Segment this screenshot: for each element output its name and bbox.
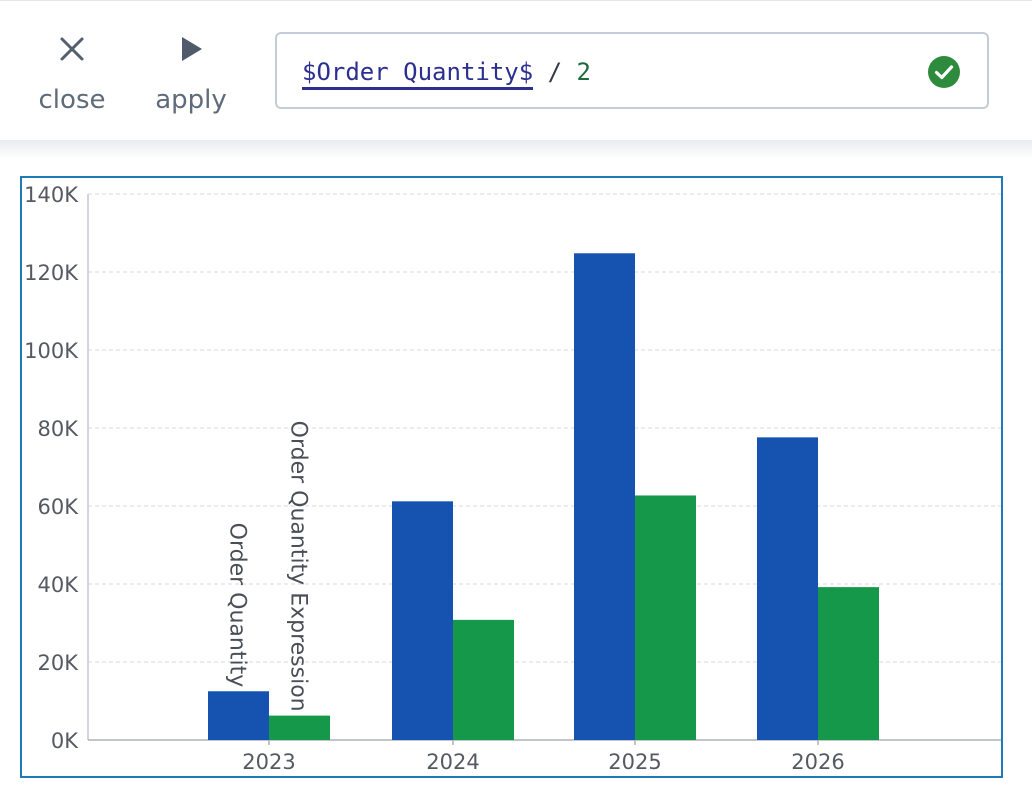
play-icon bbox=[178, 31, 204, 67]
toolbar: close apply $Order Quantity$ / 2 bbox=[0, 0, 1032, 141]
toolbar-shadow bbox=[0, 140, 1032, 160]
y-tick-label: 80K bbox=[38, 417, 80, 441]
bar-2025-series-2 bbox=[635, 495, 696, 740]
bar-2023-series-2 bbox=[269, 715, 330, 740]
x-tick-label: 2026 bbox=[791, 750, 844, 774]
expression-text: $Order Quantity$ / 2 bbox=[302, 57, 591, 90]
apply-label: apply bbox=[155, 85, 227, 115]
chart-frame: 0K 20K 40K 60K 80K 100K 120K 140K Order Quantity… bbox=[20, 176, 1003, 778]
bar-series-label: Order Quantity bbox=[225, 523, 250, 688]
check-circle-icon bbox=[928, 56, 960, 88]
bar-2024-series-2 bbox=[453, 619, 514, 740]
y-tick-label: 120K bbox=[24, 261, 79, 285]
bar-series-label: Order Quantity Expression bbox=[286, 421, 311, 712]
bar-2026-series-2 bbox=[818, 587, 879, 740]
bar-chart: 0K 20K 40K 60K 80K 100K 120K 140K Order Quantity… bbox=[24, 183, 1001, 774]
y-tick-label: 140K bbox=[24, 183, 79, 207]
y-tick-label: 100K bbox=[24, 339, 79, 363]
y-tick-label: 40K bbox=[38, 573, 80, 597]
x-tick-label: 2025 bbox=[608, 750, 661, 774]
bar-2026-series-1 bbox=[757, 437, 818, 740]
close-button[interactable]: close bbox=[22, 31, 122, 121]
bar-2025-series-1 bbox=[574, 253, 635, 740]
bar-2023-series-1 bbox=[208, 691, 269, 740]
x-tick-label: 2024 bbox=[426, 750, 479, 774]
expression-operator: / bbox=[533, 58, 577, 86]
close-icon bbox=[59, 31, 85, 67]
y-tick-label: 60K bbox=[38, 495, 80, 519]
y-tick-label: 20K bbox=[38, 651, 80, 675]
y-tick-label: 0K bbox=[51, 729, 79, 753]
close-label: close bbox=[38, 85, 106, 115]
apply-button[interactable]: apply bbox=[141, 31, 241, 121]
bar-2024-series-1 bbox=[392, 501, 453, 740]
expression-input[interactable]: $Order Quantity$ / 2 bbox=[275, 32, 989, 109]
expression-variable-token[interactable]: $Order Quantity$ bbox=[302, 58, 534, 90]
expression-operand: 2 bbox=[576, 58, 591, 86]
x-tick-label: 2023 bbox=[242, 750, 295, 774]
